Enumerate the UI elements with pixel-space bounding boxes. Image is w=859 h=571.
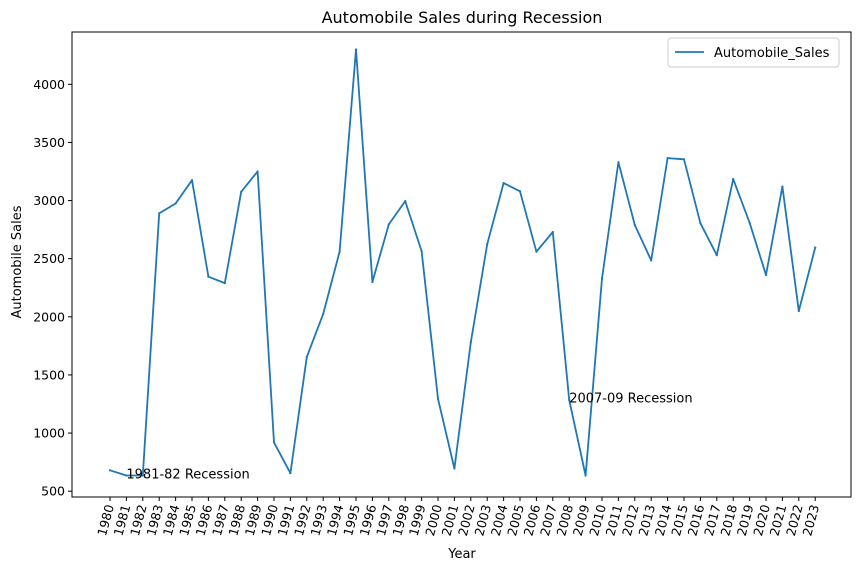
annotation: 1981-82 Recession [126, 467, 249, 482]
data-point [322, 312, 325, 316]
y-tick-label: 2000 [33, 309, 65, 324]
data-point [305, 355, 308, 359]
y-axis-label: Automobile Sales [10, 205, 25, 318]
data-point [141, 474, 144, 477]
data-point [158, 212, 161, 215]
data-point [633, 223, 636, 227]
data-point [289, 472, 292, 475]
data-point [108, 469, 112, 472]
plot-area: 1981-82 Recession 2007-09 Recession [108, 48, 817, 482]
data-point [502, 182, 505, 185]
data-point [371, 280, 374, 284]
data-point [486, 243, 489, 246]
y-tick-label: 1000 [33, 426, 65, 441]
data-point [272, 441, 276, 444]
data-point [797, 309, 800, 313]
y-tick-label: 4000 [33, 77, 65, 92]
data-point [256, 170, 259, 173]
y-tick-label: 2500 [33, 251, 65, 266]
data-point [436, 397, 440, 400]
data-point [732, 177, 735, 181]
data-point [223, 282, 226, 285]
y-tick-label: 3500 [33, 135, 65, 150]
data-point [617, 161, 620, 164]
data-point [240, 190, 243, 193]
series-line [109, 48, 817, 477]
legend: Automobile_Sales [667, 37, 840, 68]
chart-title: Automobile Sales during Recession [322, 8, 603, 27]
data-point [338, 250, 341, 253]
data-point [584, 474, 587, 477]
data-point [420, 250, 423, 253]
data-point [748, 221, 751, 224]
axes-frame [71, 31, 852, 498]
y-axis: 500 1000 1500 2000 2500 3000 3500 4000 [33, 77, 72, 499]
data-point [764, 273, 768, 277]
data-point [699, 222, 702, 225]
x-axis-label: Year [447, 547, 476, 562]
legend-label: Automobile_Sales [714, 46, 830, 61]
y-tick-label: 500 [41, 484, 65, 499]
data-point [404, 200, 407, 203]
data-point [781, 185, 784, 188]
annotation: 2007-09 Recession [569, 392, 692, 407]
data-point [453, 467, 456, 470]
data-point [715, 254, 718, 257]
data-point [600, 277, 604, 280]
y-tick-label: 1500 [33, 367, 65, 382]
y-tick-label: 3000 [33, 193, 65, 208]
data-point [666, 157, 669, 160]
data-point [551, 230, 554, 234]
legend-box [667, 37, 840, 68]
data-point [814, 246, 817, 249]
data-point [518, 190, 522, 193]
x-axis: 1980198119821983198419851986198719881989… [94, 497, 822, 538]
data-point [682, 158, 686, 161]
data-point [174, 202, 177, 205]
data-point [207, 275, 210, 278]
data-point [190, 179, 194, 182]
data-point [469, 341, 472, 344]
data-point [354, 48, 358, 51]
data-point [650, 259, 653, 262]
data-point [568, 398, 571, 402]
data-point [125, 474, 128, 477]
data-point [535, 250, 538, 253]
data-point [387, 223, 390, 226]
